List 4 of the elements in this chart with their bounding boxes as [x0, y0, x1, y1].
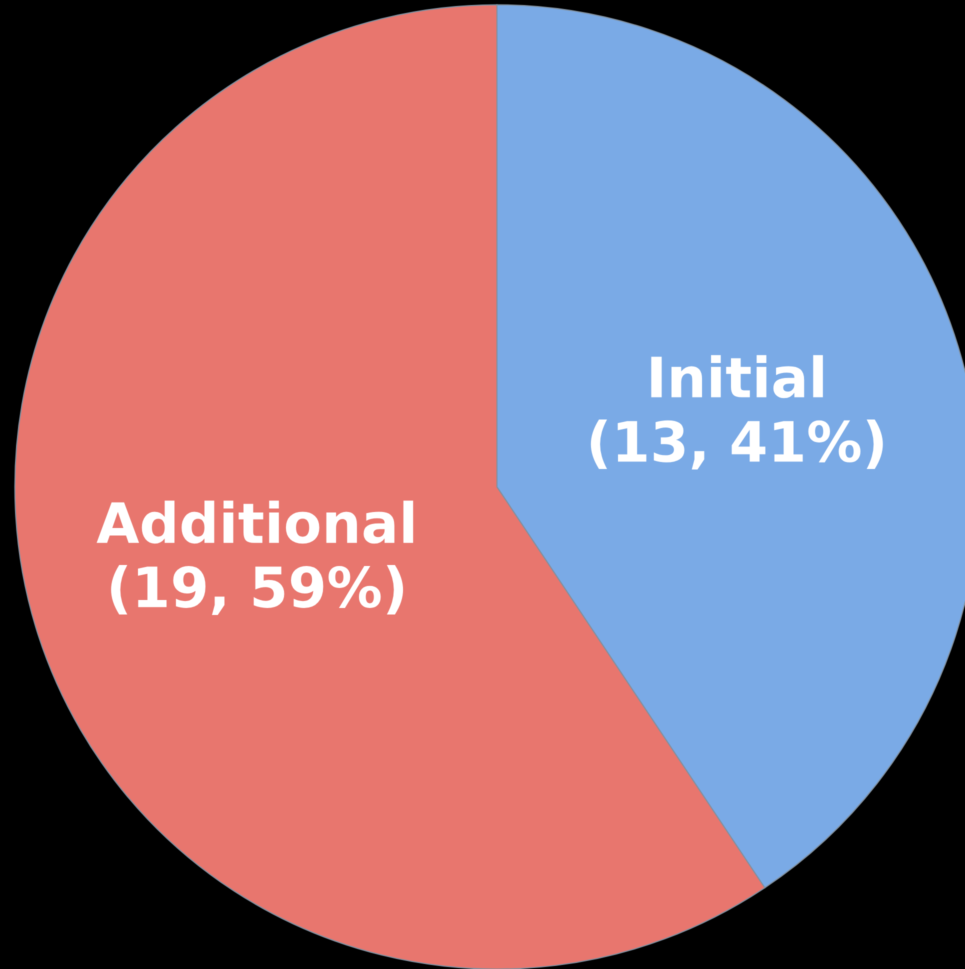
slice-label: Additional — [96, 500, 414, 544]
data-label: (13, 41%) — [590, 419, 883, 470]
slice-label: Initial — [651, 355, 823, 398]
data-label: (19, 59%) — [111, 565, 404, 616]
